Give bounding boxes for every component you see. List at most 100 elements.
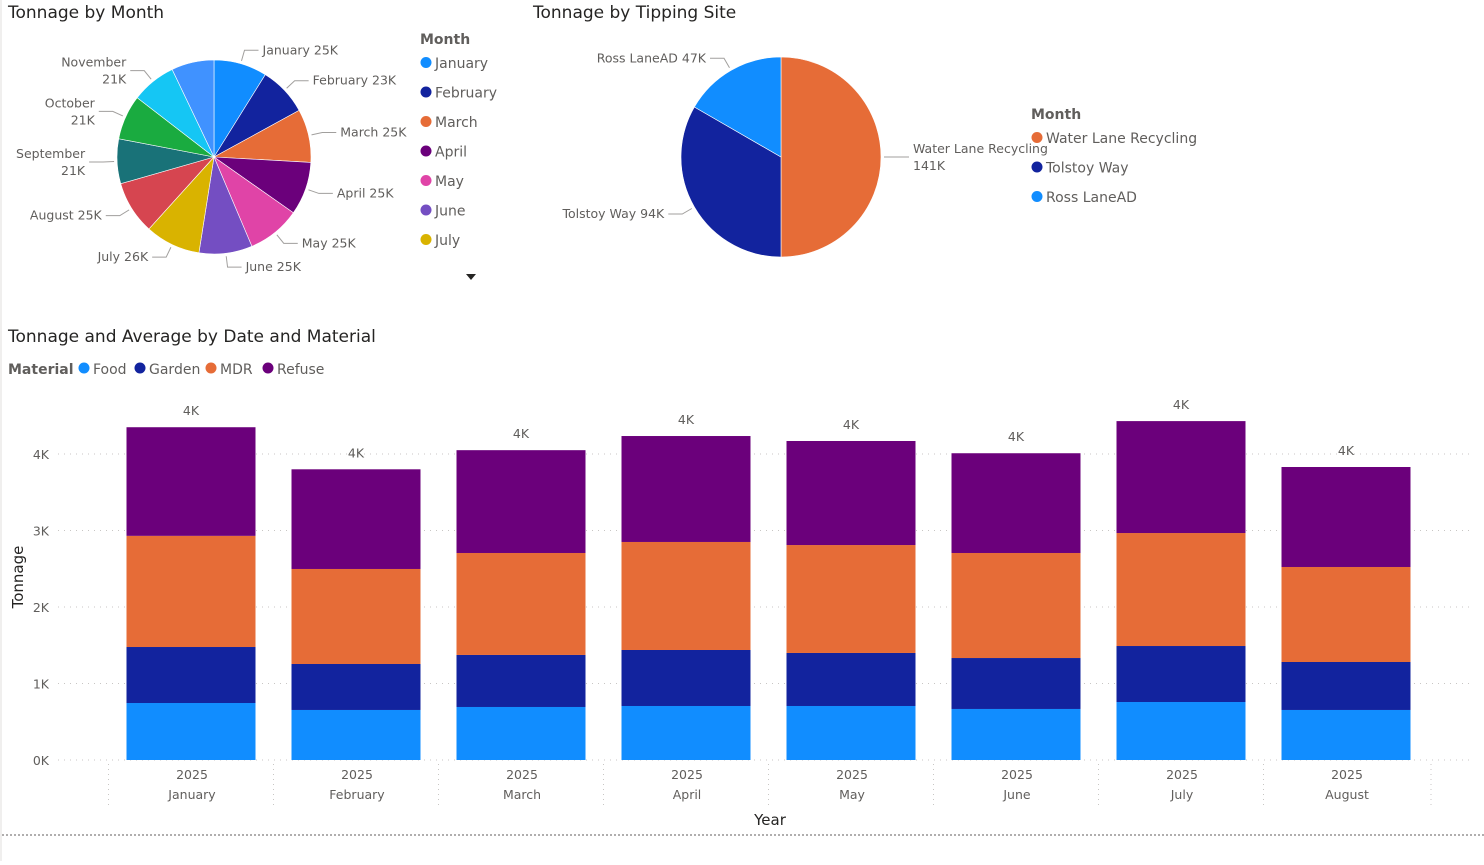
legend-label: May <box>435 174 464 190</box>
legend-item-water-lane-recycling[interactable]: Water Lane Recycling <box>1032 131 1198 147</box>
data-label-category: June <box>245 259 274 274</box>
legend-label: Garden <box>149 362 200 378</box>
data-label-category: October <box>45 95 96 110</box>
legend-label: April <box>435 145 467 161</box>
bar-segment-mdr[interactable] <box>952 553 1081 658</box>
bar-segment-mdr[interactable] <box>292 569 421 664</box>
bar-segment-garden[interactable] <box>457 655 586 707</box>
bar-segment-mdr[interactable] <box>457 553 586 655</box>
legend-item-refuse[interactable]: Refuse <box>263 362 325 378</box>
total-data-label: 4K <box>348 445 365 460</box>
legend-item-mdr[interactable]: MDR <box>206 362 253 378</box>
bar-segment-mdr[interactable] <box>622 542 751 650</box>
bar-segment-mdr[interactable] <box>787 545 916 653</box>
bar-segment-refuse[interactable] <box>952 453 1081 553</box>
legend-scroll-down-icon[interactable] <box>466 274 476 280</box>
leader-line <box>241 50 258 61</box>
data-label-category: January <box>262 42 311 57</box>
legend-item-garden[interactable]: Garden <box>135 362 201 378</box>
legend-label: Water Lane Recycling <box>1046 131 1197 147</box>
y-tick-label: 0K <box>33 753 50 768</box>
bar-stack-march[interactable]: 4K <box>457 426 586 760</box>
leader-line <box>277 235 298 244</box>
bar-segment-garden[interactable] <box>622 650 751 706</box>
legend-item-may[interactable]: May <box>421 174 464 190</box>
legend-marker <box>135 363 146 374</box>
x-tick-year: 2025 <box>671 767 703 782</box>
legend-label: Tolstoy Way <box>1045 161 1129 177</box>
bar-segment-food[interactable] <box>292 710 421 760</box>
bar-stack-february[interactable]: 4K <box>292 445 421 760</box>
bar-segment-food[interactable] <box>1117 702 1246 760</box>
data-label-category: July <box>97 249 121 264</box>
data-label-category: Tolstoy Way <box>561 206 636 221</box>
bar-segment-garden[interactable] <box>1117 646 1246 702</box>
x-tick-year: 2025 <box>176 767 208 782</box>
data-label-value: 25K <box>78 208 103 223</box>
bar-segment-garden[interactable] <box>1282 662 1411 710</box>
bar-segment-refuse[interactable] <box>1117 421 1246 533</box>
legend-item-tolstoy-way[interactable]: Tolstoy Way <box>1032 161 1129 177</box>
chart-title: Tonnage by Month <box>7 3 164 23</box>
bar-stack-may[interactable]: 4K <box>787 417 916 760</box>
bar-segment-food[interactable] <box>1282 710 1411 760</box>
tonnage-by-date-material-chart[interactable]: Tonnage and Average by Date and Material… <box>7 327 1470 829</box>
legend-marker <box>263 363 274 374</box>
leader-line <box>130 71 151 80</box>
bar-segment-refuse[interactable] <box>457 450 586 553</box>
total-data-label: 4K <box>1008 429 1025 444</box>
bar-segment-garden[interactable] <box>292 664 421 710</box>
legend-item-march[interactable]: March <box>421 115 478 131</box>
bar-segment-garden[interactable] <box>787 653 916 706</box>
bar-segment-garden[interactable] <box>127 647 256 703</box>
legend-label: Ross LaneAD <box>1046 190 1137 206</box>
bar-segment-refuse[interactable] <box>292 469 421 569</box>
x-tick-month: May <box>839 787 865 802</box>
leader-line <box>226 256 241 267</box>
x-tick-month: April <box>673 787 702 802</box>
bar-segment-food[interactable] <box>787 706 916 760</box>
bar-segment-garden[interactable] <box>952 658 1081 709</box>
x-tick-month: July <box>1170 787 1194 802</box>
x-tick-year: 2025 <box>836 767 868 782</box>
legend-item-january[interactable]: January <box>421 56 489 72</box>
legend-item-february[interactable]: February <box>421 86 498 102</box>
bar-stack-january[interactable]: 4K <box>127 403 256 760</box>
legend-item-july[interactable]: July <box>421 233 461 249</box>
legend-item-june[interactable]: June <box>421 204 466 220</box>
pie-slice-water-lane-recycling[interactable] <box>781 57 881 257</box>
legend-label: Refuse <box>277 362 324 378</box>
legend-item-ross-lanead[interactable]: Ross LaneAD <box>1032 190 1137 206</box>
bar-segment-food[interactable] <box>622 706 751 760</box>
data-label-value: 26K <box>124 249 149 264</box>
x-tick-year: 2025 <box>1166 767 1198 782</box>
bar-stack-june[interactable]: 4K <box>952 429 1081 760</box>
bar-segment-refuse[interactable] <box>787 441 916 545</box>
bar-stack-july[interactable]: 4K <box>1117 397 1246 760</box>
legend-item-april[interactable]: April <box>421 145 468 161</box>
bar-segment-mdr[interactable] <box>127 536 256 647</box>
legend-marker <box>421 205 432 216</box>
bar-segment-food[interactable] <box>952 709 1081 760</box>
x-tick-month: March <box>503 787 541 802</box>
bar-stack-april[interactable]: 4K <box>622 412 751 760</box>
bar-segment-food[interactable] <box>127 703 256 760</box>
bar-segment-mdr[interactable] <box>1282 567 1411 662</box>
y-tick-label: 3K <box>33 524 50 539</box>
legend-label: July <box>434 233 460 249</box>
bar-segment-refuse[interactable] <box>127 427 256 536</box>
bar-segment-mdr[interactable] <box>1117 533 1246 646</box>
bar-segment-refuse[interactable] <box>1282 467 1411 567</box>
bar-segment-food[interactable] <box>457 707 586 760</box>
data-label-value: 21K <box>71 112 96 127</box>
leader-line <box>710 58 730 68</box>
data-label-category: August <box>30 208 74 223</box>
x-tick-month: June <box>1002 787 1031 802</box>
bar-stack-august[interactable]: 4K <box>1282 443 1411 760</box>
legend-item-food[interactable]: Food <box>79 362 127 378</box>
tonnage-by-tipping-site-chart[interactable]: Tonnage by Tipping Site Water Lane Recyc… <box>532 3 1197 257</box>
x-tick-month: January <box>167 787 216 802</box>
bar-segment-refuse[interactable] <box>622 436 751 542</box>
legend-marker <box>421 57 432 68</box>
